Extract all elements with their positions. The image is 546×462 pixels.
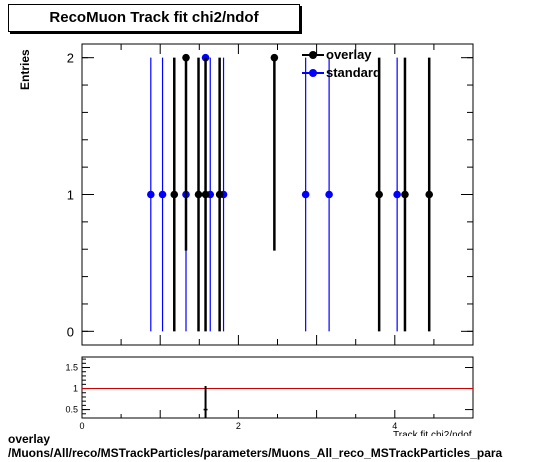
ratio-x-tick-label: 2 [236,421,241,431]
ratio-plot-frame [81,356,474,419]
point-overlay [194,190,203,199]
y-tick-label: 0 [67,324,74,339]
ratio-x-tick-label: 4 [392,421,397,431]
legend-item-standard: standard [300,64,400,82]
chart-title: RecoMuon Track fit chi2/ndof [49,9,259,26]
chart-title-box: RecoMuon Track fit chi2/ndof [8,4,300,32]
legend-label-standard: standard [326,65,381,80]
point-standard [147,190,155,199]
point-standard [301,190,310,199]
point-overlay [375,190,383,199]
point-standard [158,190,167,199]
legend-marker-standard [309,69,317,77]
point-overlay [182,53,190,62]
legend-item-overlay: overlay [300,46,400,64]
ratio-y-tick-label: 1 [73,384,78,394]
footer-line-2: /Muons/All/reco/MSTrackParticles/paramet… [8,446,503,460]
ratio-y-tick-label: 1.5 [65,363,78,373]
ratio-y-tick-label: 0.5 [65,405,78,415]
y-axis-label: Entries [18,49,32,90]
x-axis-title: Track fit chi2/ndof [393,430,472,436]
legend-label-overlay: overlay [326,47,372,62]
legend-marker-overlay [309,51,317,59]
legend: overlay standard [300,44,400,86]
main-plot-frame [81,43,474,346]
point-overlay [215,190,224,199]
point-overlay [270,53,279,62]
point-standard [325,190,333,199]
point-overlay [170,190,179,199]
y-tick-label: 1 [67,188,74,203]
point-overlay [401,190,409,199]
y-tick-label: 2 [67,51,74,66]
ratio-x-tick-label: 0 [79,421,84,431]
footer-caption: overlay /Muons/All/reco/MSTrackParticles… [8,432,502,460]
point-standard [393,190,401,199]
footer-line-1: overlay [8,432,51,446]
point-overlay [201,190,210,199]
point-overlay [425,190,434,199]
